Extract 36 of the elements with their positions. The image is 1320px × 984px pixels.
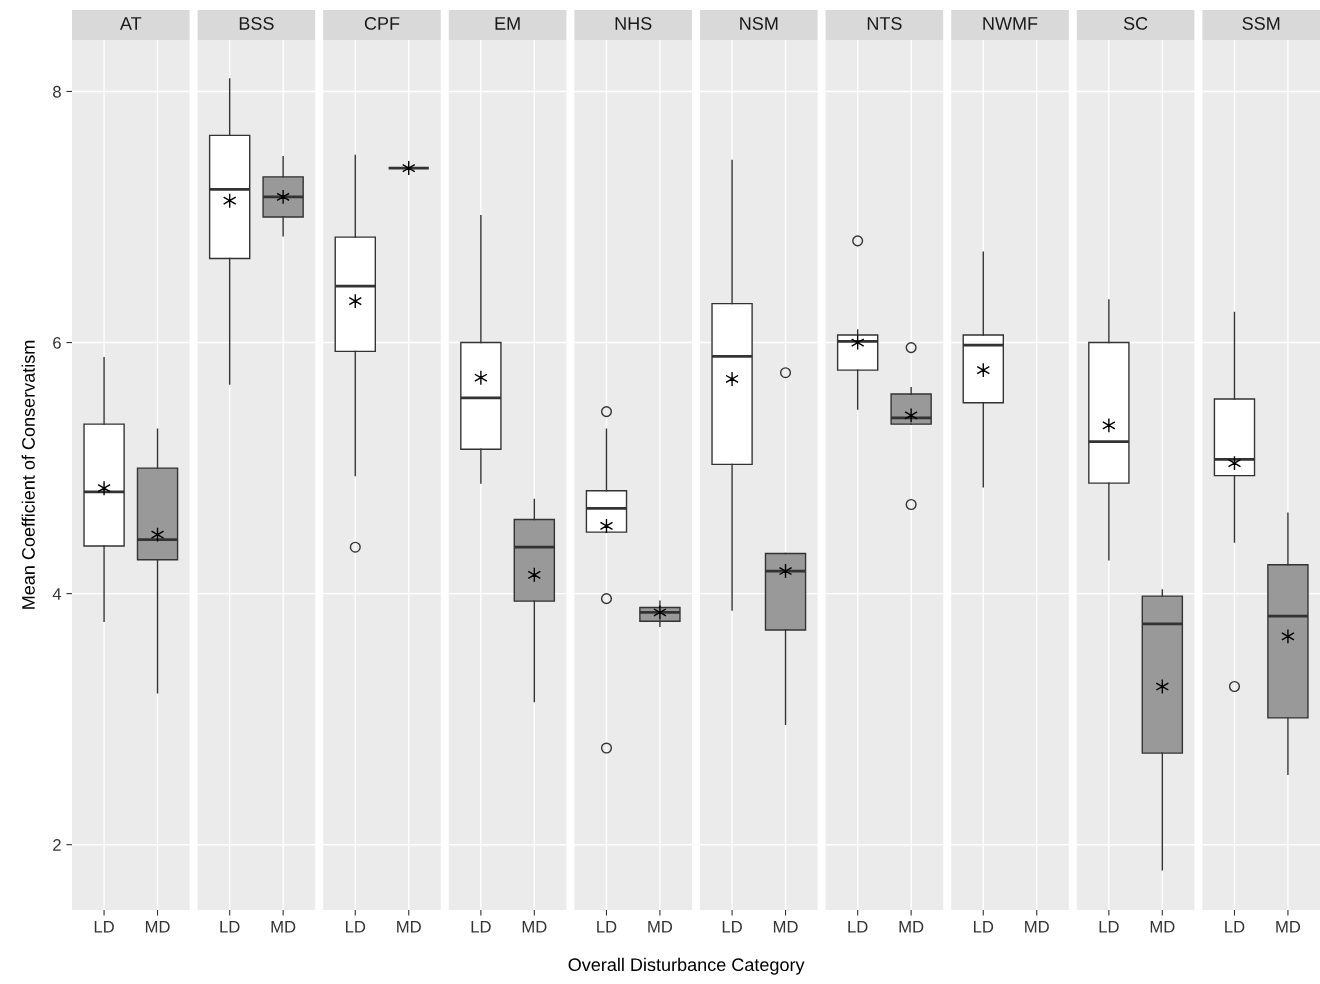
x-tick-label: MD xyxy=(522,921,547,933)
y-tick-label: 6 xyxy=(53,336,61,349)
x-tick-label: LD xyxy=(94,921,114,933)
x-tick-label: MD xyxy=(145,921,170,933)
chart-title: EM xyxy=(495,17,520,30)
x-tick-label: MD xyxy=(773,921,798,933)
chart-title: NSM xyxy=(740,17,778,30)
y-tick-label: 8 xyxy=(53,85,61,98)
x-axis-title: Overall Disturbance Category xyxy=(568,957,805,975)
x-tick-label: MD xyxy=(397,921,421,933)
x-tick-label: LD xyxy=(345,921,366,933)
chart-title: CPF xyxy=(364,17,400,30)
x-tick-label: LD xyxy=(973,921,994,933)
y-axis-title: Mean Coefficient of Conservatism xyxy=(21,340,35,609)
chart-title: BSS xyxy=(239,17,274,30)
chart-title: NHS xyxy=(615,17,652,30)
x-tick-label: MD xyxy=(1025,921,1049,933)
chart-title: NWMF xyxy=(983,17,1038,30)
x-tick-label: MD xyxy=(1150,921,1175,933)
chart-title: AT xyxy=(119,17,142,30)
x-tick-label: MD xyxy=(1276,921,1301,933)
x-tick-label: LD xyxy=(471,921,491,933)
x-tick-label: MD xyxy=(899,921,924,933)
chart-title: NTS xyxy=(867,17,902,30)
x-tick-label: MD xyxy=(271,921,296,933)
x-tick-label: LD xyxy=(597,921,617,933)
y-tick-label: 2 xyxy=(53,839,61,851)
y-tick-label: 4 xyxy=(52,588,62,600)
x-tick-label: LD xyxy=(1225,921,1245,933)
x-tick-label: MD xyxy=(648,921,673,933)
x-tick-label: LD xyxy=(1099,921,1119,933)
x-tick-label: LD xyxy=(848,921,868,933)
x-tick-label: LD xyxy=(220,921,240,933)
x-tick-label: LD xyxy=(722,921,742,933)
chart-title: SSM xyxy=(1242,17,1280,30)
chart-title: SC xyxy=(1123,17,1148,30)
